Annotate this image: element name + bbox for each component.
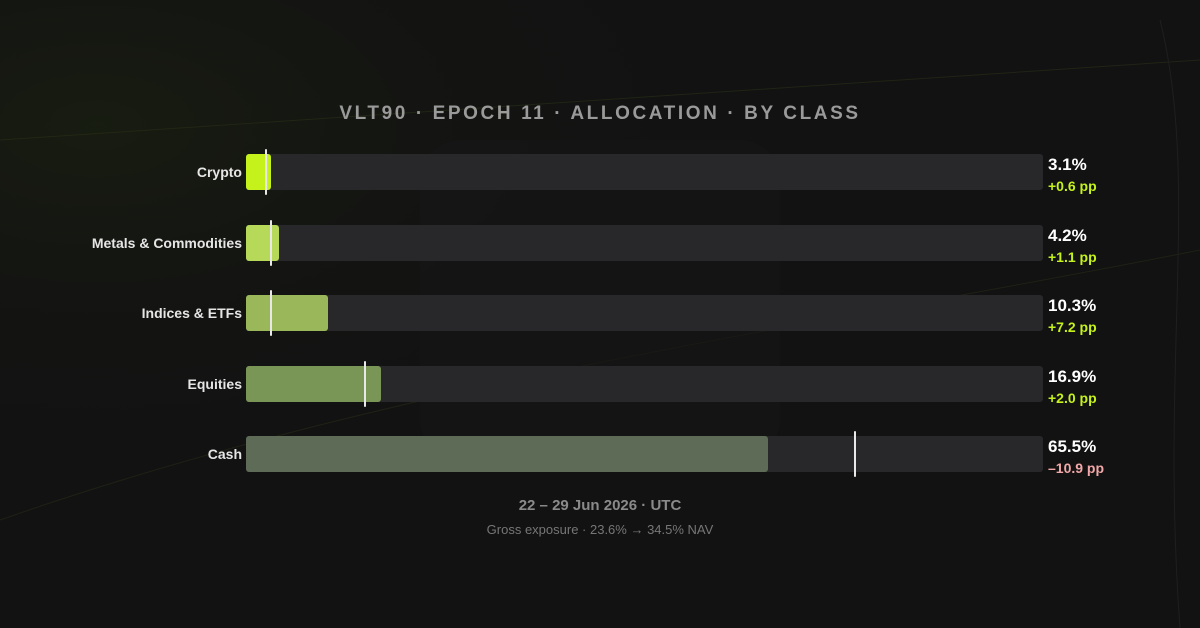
previous-value-marker: [269, 290, 272, 336]
bar: [246, 295, 329, 331]
delta-label: +0.6 pp: [1048, 178, 1097, 194]
value-label: 10.3%: [1048, 296, 1097, 315]
bar: [246, 224, 280, 261]
category-label: Cash: [207, 446, 242, 462]
bar-track: [246, 219, 1043, 266]
value-label: 65.5%: [1048, 437, 1097, 456]
delta-label: +7.2 pp: [1048, 319, 1097, 335]
bar-track: [246, 149, 1043, 195]
category-label: Crypto: [196, 164, 242, 180]
bar: [246, 436, 769, 472]
bar-track: [246, 360, 1043, 407]
previous-value-marker: [264, 149, 267, 195]
delta-label: +2.0 pp: [1048, 389, 1097, 406]
previous-value-marker: [269, 219, 272, 266]
delta-label: +1.1 pp: [1048, 248, 1097, 265]
bar-track: [246, 431, 1043, 477]
value-label: 16.9%: [1048, 366, 1097, 386]
bar: [246, 365, 381, 402]
bar-track: [246, 290, 1043, 336]
category-label: Equities: [187, 375, 242, 392]
value-label: 4.2%: [1048, 225, 1087, 245]
gross-exposure-note: Gross exposure · 23.6% → 34.5% NAV: [486, 522, 714, 537]
chart-title: VLT90 · EPOCH 11 · ALLOCATION · BY CLASS: [339, 103, 861, 124]
category-label: Indices & ETFs: [141, 305, 242, 321]
date-range: 22 – 29 Jun 2026 · UTC: [518, 497, 682, 514]
previous-value-marker: [363, 360, 366, 407]
value-label: 3.1%: [1048, 155, 1087, 174]
category-label: Metals & Commodities: [91, 234, 242, 251]
previous-value-marker: [853, 431, 856, 477]
bar: [246, 154, 271, 190]
delta-label: –10.9 pp: [1048, 460, 1105, 476]
